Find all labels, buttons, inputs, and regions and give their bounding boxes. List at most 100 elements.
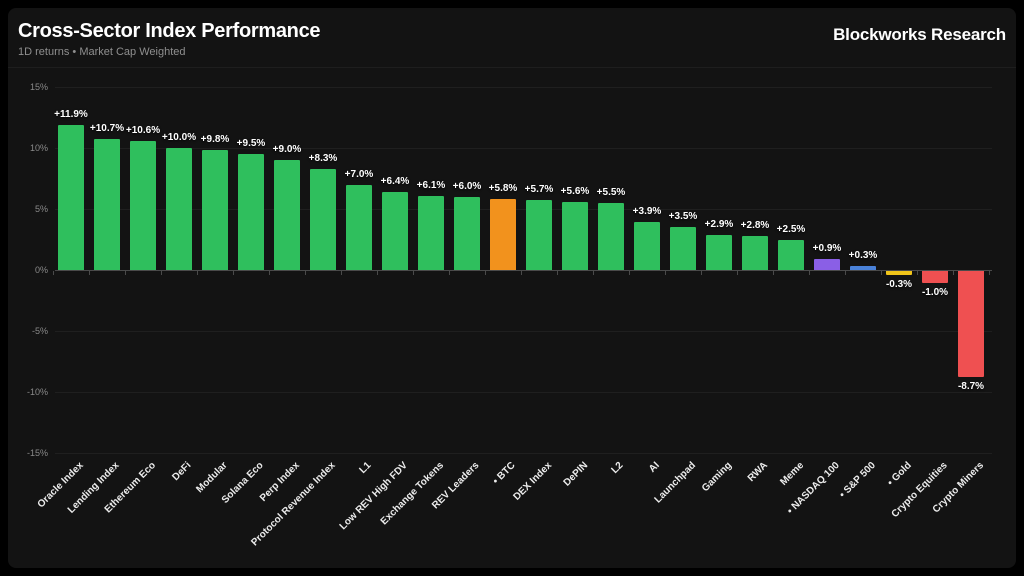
bar-value-label: +10.7% (89, 123, 125, 135)
chart-bar (94, 139, 120, 270)
x-axis-tick (89, 271, 90, 275)
x-axis-tick (53, 271, 54, 275)
chart-bar (310, 168, 336, 270)
x-axis-tick (485, 271, 486, 275)
bar-value-label: +2.8% (740, 219, 770, 231)
x-axis-tick (773, 271, 774, 275)
chart-bar (346, 184, 372, 270)
x-axis-tick (413, 271, 414, 275)
gridline (55, 148, 992, 149)
x-axis-tick (161, 271, 162, 275)
category-label: Gaming (699, 460, 734, 495)
chart-bar (382, 191, 408, 270)
bar-value-label: +5.8% (488, 183, 518, 195)
bar-value-label: +11.9% (54, 108, 88, 120)
chart-bar (454, 196, 480, 270)
x-axis-tick (845, 271, 846, 275)
bar-value-label: -0.3% (885, 278, 913, 290)
bar-value-label: +3.9% (632, 206, 662, 218)
category-label: L2 (609, 460, 626, 477)
bar-value-label: +5.6% (560, 185, 590, 197)
chart-bar (526, 200, 552, 270)
chart-bar (886, 271, 912, 275)
chart-subtitle: 1D returns • Market Cap Weighted (18, 46, 186, 58)
y-axis-tick-label: -5% (31, 326, 48, 336)
bar-value-label: +10.0% (161, 132, 197, 143)
gridline (55, 392, 992, 393)
bar-value-label: +5.7% (524, 184, 554, 196)
category-label: Low REV High FDV (337, 460, 410, 533)
gridline (55, 453, 992, 454)
chart-bar (490, 199, 516, 270)
x-axis-tick (989, 271, 990, 275)
category-label: Modular (194, 460, 230, 496)
brand-logo: Blockworks Research (833, 25, 1006, 44)
x-axis-tick (701, 271, 702, 275)
chart-bar (814, 259, 840, 270)
x-axis-tick (521, 271, 522, 275)
plot-area: 15% 10% 5% 0% -5% -10% -15% +11.9% Oracle Index +… (8, 8, 1016, 568)
x-axis-tick (809, 271, 810, 275)
chart-bar (202, 150, 228, 270)
x-axis-tick (629, 271, 630, 275)
bar-value-label: -1.0% (921, 287, 949, 299)
bar-value-label: +2.9% (704, 218, 734, 230)
bar-value-label: +2.5% (776, 223, 806, 235)
chart-bar (598, 202, 624, 270)
x-axis-tick (665, 271, 666, 275)
category-label: DEX Index (511, 460, 554, 503)
x-axis-tick (197, 271, 198, 275)
category-label: DePIN (561, 460, 590, 489)
category-label: RWA (745, 460, 770, 485)
bar-value-label: +5.5% (596, 186, 626, 198)
x-axis-tick (305, 271, 306, 275)
page-title: Cross-Sector Index Performance (18, 20, 321, 42)
chart-bar (742, 235, 768, 270)
x-axis-line (55, 270, 992, 271)
y-axis-tick-label: 5% (34, 204, 48, 214)
chart-bar (634, 222, 660, 270)
x-axis-tick (917, 271, 918, 275)
bar-value-label: +10.6% (125, 124, 161, 136)
category-label: Meme (777, 460, 806, 488)
chart-bar (778, 239, 804, 270)
y-axis-tick-label: 10% (29, 143, 48, 153)
y-axis-tick-label: -10% (26, 387, 48, 397)
gridline (55, 209, 992, 210)
bar-value-label: +8.3% (308, 152, 338, 164)
bar-value-label: +3.5% (668, 211, 698, 223)
y-axis-tick-label: -15% (26, 448, 48, 458)
x-axis-tick (881, 271, 882, 275)
chart-bar (850, 266, 876, 270)
x-axis-tick (377, 271, 378, 275)
x-axis-tick (341, 271, 342, 275)
bar-value-label: +0.3% (848, 250, 878, 262)
chart-bar (958, 271, 984, 378)
category-label: Exchange Tokens (378, 460, 446, 528)
chart-bar (58, 124, 84, 270)
gridline (55, 331, 992, 332)
category-label: L1 (357, 460, 374, 477)
x-axis-tick (269, 271, 270, 275)
bar-value-label: +0.9% (812, 243, 842, 255)
x-axis-tick (125, 271, 126, 275)
chart-bar (166, 148, 192, 270)
chart-bar (706, 234, 732, 270)
category-label: AI (646, 460, 662, 475)
chart-bar (922, 271, 948, 284)
chart-bar (670, 227, 696, 270)
x-axis-tick (233, 271, 234, 275)
chart-bar (418, 195, 444, 270)
bar-value-label: +6.1% (416, 179, 446, 191)
bar-value-label: -8.7% (957, 381, 985, 393)
bar-value-label: +9.0% (272, 144, 302, 156)
bar-value-label: +6.0% (452, 180, 482, 192)
y-axis-tick-label: 15% (29, 82, 48, 92)
bar-value-label: +9.8% (200, 134, 230, 146)
chart-header: Cross-Sector Index Performance 1D return… (8, 8, 1016, 68)
y-axis-tick-label: 0% (34, 265, 48, 275)
chart-bar (238, 154, 264, 270)
gridline (55, 87, 992, 88)
chart-bar (274, 160, 300, 270)
chart-bar (130, 140, 156, 270)
